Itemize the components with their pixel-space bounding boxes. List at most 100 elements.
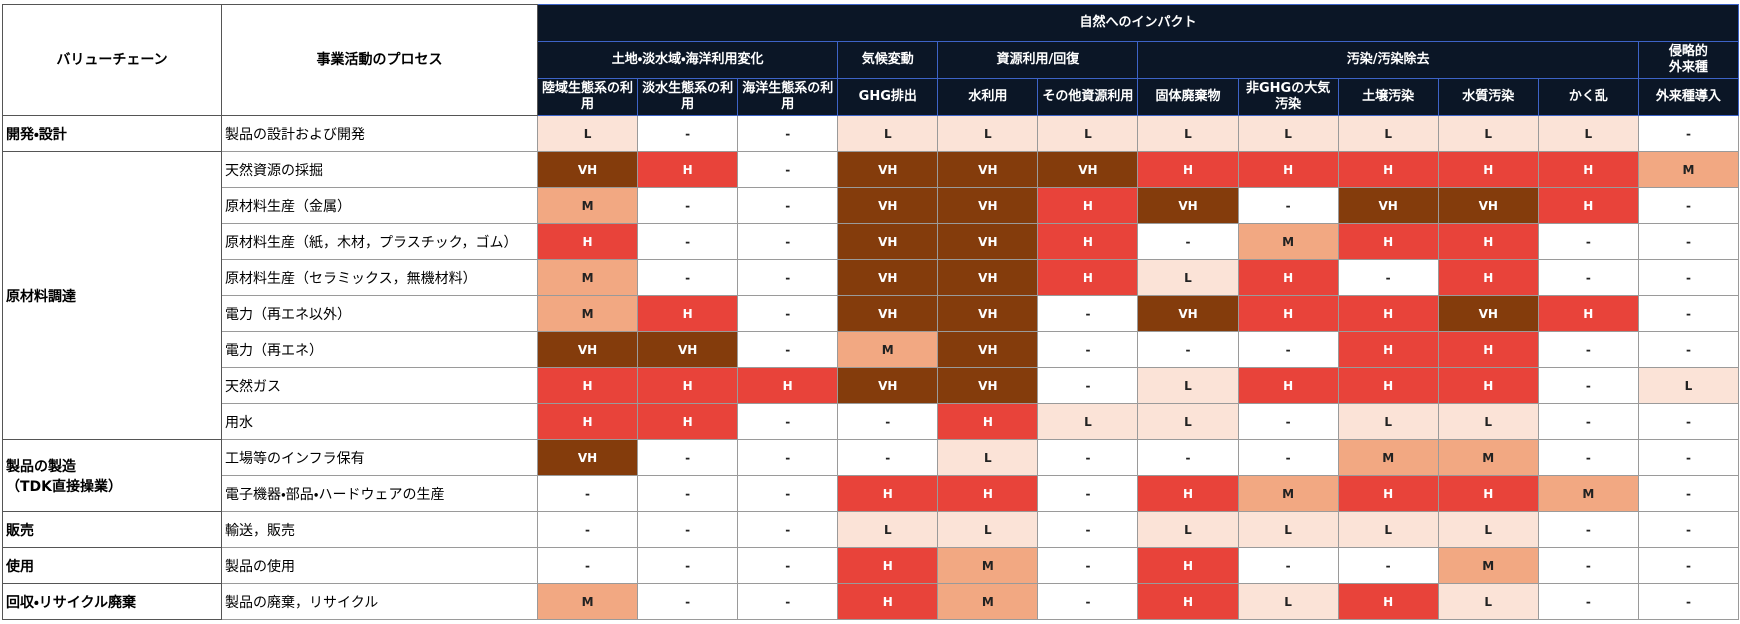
- impact-cell: M: [1237, 475, 1339, 512]
- impact-cell: -: [1537, 223, 1639, 260]
- table-row: 製品の製造 （TDK直接操業） 工場等のインフラ保有 VH - - - L - - - M M - -: [2, 439, 1740, 512]
- impact-cell: H: [1337, 223, 1439, 260]
- impact-cell: -: [1237, 331, 1339, 368]
- impact-cell: -: [1637, 259, 1740, 296]
- impact-cell: -: [1037, 439, 1139, 476]
- column-group-header: 汚染/汚染除去: [1137, 41, 1639, 79]
- column-header: 水利用: [937, 78, 1039, 116]
- impact-cell: -: [737, 151, 839, 188]
- impact-cell: -: [1037, 367, 1139, 404]
- impact-cell: H: [1337, 583, 1439, 620]
- impact-cell: M: [1437, 547, 1539, 584]
- impact-cell: L: [1237, 511, 1339, 548]
- column-header: 固体廃棄物: [1137, 78, 1239, 116]
- column-header: 非GHGの大気汚染: [1237, 78, 1339, 116]
- impact-cell: H: [1137, 151, 1239, 188]
- impact-cell: -: [536, 511, 639, 548]
- impact-cell: -: [536, 475, 639, 512]
- impact-cell: H: [536, 223, 639, 260]
- impact-cell: M: [1337, 439, 1439, 476]
- impact-cell: VH: [1437, 187, 1539, 224]
- impact-cell: -: [1637, 547, 1740, 584]
- impact-cell: H: [1437, 259, 1539, 296]
- impact-cell: M: [536, 187, 639, 224]
- table-row: 原材料生産（金属） M - - VH VH H VH - VH VH H -: [3, 187, 1740, 224]
- impact-cell: L: [1337, 403, 1439, 440]
- impact-cell: H: [1037, 223, 1139, 260]
- impact-cell: -: [737, 403, 839, 440]
- impact-cell: -: [1237, 547, 1339, 584]
- impact-cell: VH: [1437, 295, 1539, 332]
- column-header: GHG排出: [837, 78, 939, 116]
- column-header: 陸域生態系の利用: [536, 78, 639, 116]
- process-label: 輸送，販売: [221, 511, 538, 548]
- impact-cell: L: [1337, 511, 1439, 548]
- impact-cell: L: [1537, 115, 1639, 152]
- table-row: 開発・設計 製品の設計および開発 L - - L L L L L L L L -: [2, 115, 1740, 152]
- impact-cell: H: [1237, 295, 1339, 332]
- impact-cell: -: [1237, 439, 1339, 476]
- impact-cell: VH: [937, 223, 1039, 260]
- impact-cell: -: [637, 259, 739, 296]
- column-header: かく乱: [1537, 78, 1639, 116]
- impact-cell: H: [1537, 187, 1639, 224]
- impact-cell: -: [1037, 475, 1139, 512]
- impact-cell: L: [1037, 403, 1139, 440]
- impact-cell: VH: [1037, 151, 1139, 188]
- impact-cell: H: [837, 475, 939, 512]
- impact-cell: H: [837, 583, 939, 620]
- process-label: 電力（再エネ以外）: [221, 295, 538, 332]
- impact-cell: VH: [1137, 187, 1239, 224]
- impact-cell: -: [1037, 547, 1139, 584]
- impact-cell: -: [1637, 403, 1740, 440]
- impact-cell: VH: [937, 295, 1039, 332]
- impact-cell: -: [536, 547, 639, 584]
- impact-cell: -: [637, 475, 739, 512]
- impact-cell: L: [1137, 511, 1239, 548]
- impact-cell: -: [1537, 367, 1639, 404]
- impact-cell: H: [1337, 295, 1439, 332]
- table-row: 原材料調達 天然資源の採掘 VH H - VH VH VH H H H H H M: [2, 151, 1740, 440]
- impact-cell: VH: [937, 151, 1039, 188]
- impact-cell: -: [1637, 295, 1740, 332]
- impact-cell: H: [1437, 151, 1539, 188]
- impact-cell: M: [937, 547, 1039, 584]
- impact-cell: H: [536, 403, 639, 440]
- impact-cell: M: [1237, 223, 1339, 260]
- header-row: バリューチェーン 事業活動のプロセス 自然へのインパクト: [2, 4, 1740, 116]
- table-row: 用水 H H - - H L L - L L - -: [3, 403, 1740, 440]
- impact-cell: VH: [837, 259, 939, 296]
- impact-cell: H: [1437, 223, 1539, 260]
- process-label: 天然資源の採掘: [221, 151, 538, 188]
- process-label: 用水: [221, 403, 538, 440]
- impact-cell: L: [1437, 511, 1539, 548]
- impact-cell: L: [1237, 115, 1339, 152]
- impact-cell: -: [737, 115, 839, 152]
- stage-label: 回収・リサイクル廃棄: [2, 583, 222, 620]
- impact-cell: H: [1237, 259, 1339, 296]
- impact-cell: L: [536, 115, 639, 152]
- impact-cell: -: [837, 439, 939, 476]
- impact-cell: H: [1237, 151, 1339, 188]
- impact-cell: H: [637, 403, 739, 440]
- table-row: 販売 輸送，販売 - - - L L - L L L L - -: [2, 511, 1740, 548]
- impact-cell: -: [1637, 115, 1740, 152]
- column-group-header: 気候変動: [837, 41, 939, 79]
- table-row: 電子機器・部品・ハードウェアの生産 - - - H H - H M H H M -: [3, 475, 1740, 512]
- table-row: 原材料生産（セラミックス，無機材料） M - - VH VH H L H - H - -: [3, 259, 1740, 296]
- impact-cell: M: [1537, 475, 1639, 512]
- impact-cell: H: [1337, 151, 1439, 188]
- impact-cell: H: [937, 475, 1039, 512]
- table-row: 電力（再エネ以外） M H - VH VH - VH H H VH H -: [3, 295, 1740, 332]
- impact-cell: -: [737, 511, 839, 548]
- impact-cell: H: [637, 295, 739, 332]
- stage-label: 製品の製造 （TDK直接操業）: [2, 439, 222, 512]
- process-label: 電力（再エネ）: [221, 331, 538, 368]
- impact-cell: H: [1437, 367, 1539, 404]
- impact-cell: -: [737, 295, 839, 332]
- impact-cell: VH: [837, 295, 939, 332]
- impact-cell: L: [1237, 583, 1339, 620]
- column-group-header: 侵略的 外来種: [1637, 41, 1740, 79]
- impact-cell: H: [637, 367, 739, 404]
- column-header: 水質汚染: [1437, 78, 1539, 116]
